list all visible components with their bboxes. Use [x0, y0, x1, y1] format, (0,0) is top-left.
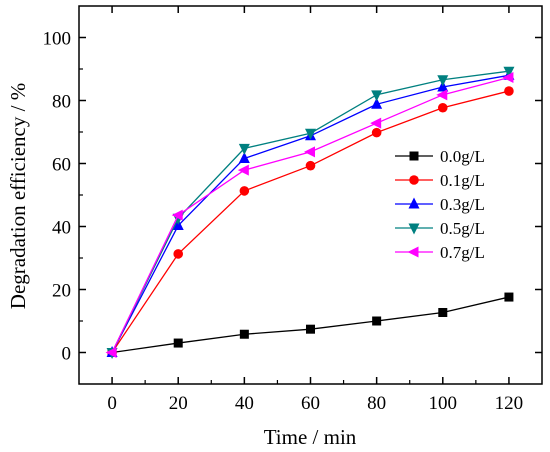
y-tick-label: 60: [52, 155, 71, 176]
legend-entry: 0.5g/L: [395, 219, 485, 238]
data-point: [504, 292, 514, 302]
data-point: [173, 338, 183, 348]
legend-label: 0.5g/L: [440, 219, 485, 238]
legend-entry: 0.3g/L: [395, 195, 485, 214]
x-axis-title: Time / min: [264, 425, 357, 449]
data-point: [305, 128, 316, 140]
legend-marker: [409, 151, 419, 161]
legend-marker: [407, 246, 419, 258]
data-point: [239, 186, 250, 196]
data-point: [438, 307, 448, 317]
legend-entry: 0.7g/L: [395, 243, 485, 262]
legend-marker: [409, 175, 419, 185]
data-point: [504, 86, 514, 96]
x-tick-label: 80: [367, 393, 386, 414]
data-point: [502, 72, 514, 84]
data-point: [305, 160, 316, 171]
legend: 0.0g/L 0.1g/L 0.3g/L 0.5g/L 0.7g/L: [395, 147, 485, 262]
x-tick-label: 60: [301, 393, 320, 414]
y-tick-label: 0: [62, 344, 72, 365]
series-layer: [105, 66, 515, 359]
data-point: [371, 90, 383, 102]
data-point: [239, 329, 249, 339]
data-point: [171, 209, 183, 221]
data-point: [306, 324, 315, 334]
y-tick-label: 20: [52, 281, 71, 302]
series-0.1g/L: [107, 86, 514, 358]
y-tick-label: 100: [43, 29, 72, 50]
data-point: [237, 164, 249, 176]
x-tick-label: 0: [107, 393, 117, 414]
data-point: [173, 249, 184, 259]
data-point: [436, 89, 448, 101]
legend-marker: [408, 197, 420, 209]
data-point: [503, 66, 515, 78]
legend-label: 0.1g/L: [440, 171, 485, 190]
data-point: [238, 151, 250, 163]
x-tick-label: 120: [495, 393, 524, 414]
axes: 0 20 40 60 80 100 120 0 20 40 60 80 100: [43, 6, 542, 414]
legend-label: 0.7g/L: [440, 243, 485, 262]
data-point: [371, 97, 383, 109]
legend-entry: 0.0g/L: [395, 147, 485, 166]
legend-label: 0.3g/L: [440, 195, 485, 214]
data-point: [437, 102, 448, 113]
x-tick-label: 40: [235, 393, 254, 414]
data-point: [238, 143, 250, 155]
data-point: [372, 316, 382, 326]
series-0.7g/L: [105, 72, 514, 358]
y-axis-title: Degradation efficiency / %: [6, 83, 30, 309]
legend-entry: 0.1g/L: [395, 171, 485, 190]
data-point: [371, 127, 382, 138]
x-tick-label: 20: [169, 393, 188, 414]
legend-label: 0.0g/L: [440, 147, 485, 166]
data-point: [437, 75, 449, 87]
y-tick-label: 80: [52, 92, 71, 113]
y-tick-label: 40: [52, 218, 71, 239]
data-point: [370, 117, 382, 129]
data-point: [105, 347, 117, 358]
x-tick-label: 100: [429, 393, 458, 414]
series-0.0g/L: [107, 292, 514, 357]
legend-marker: [408, 223, 420, 235]
data-point: [304, 146, 315, 158]
